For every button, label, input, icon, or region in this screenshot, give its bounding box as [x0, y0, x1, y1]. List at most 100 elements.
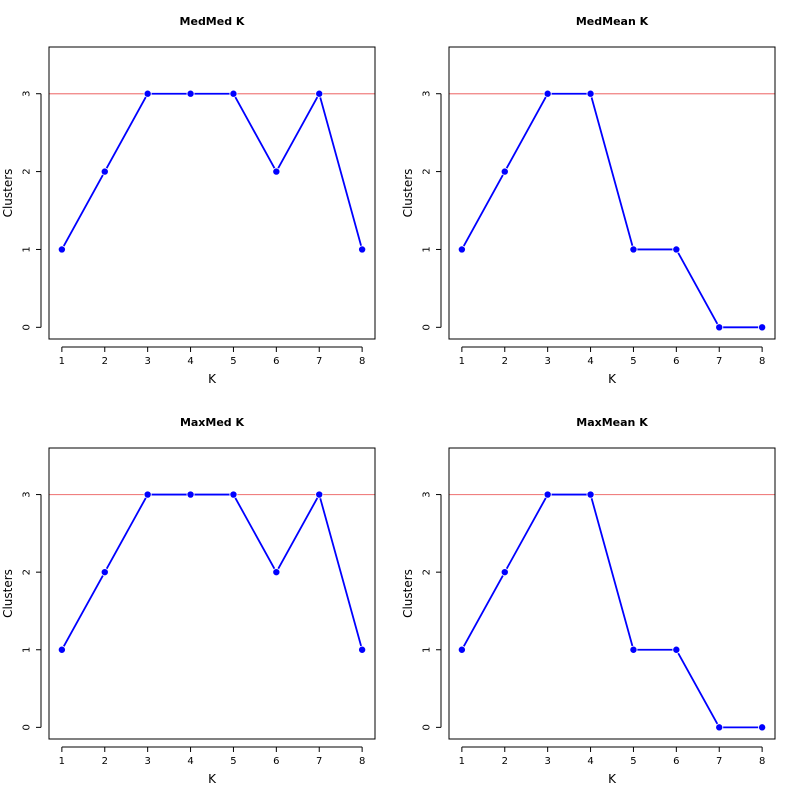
x-tick-label: 1	[59, 756, 65, 767]
data-point	[543, 89, 552, 98]
plot-frame	[448, 447, 776, 740]
chart-title: MedMean K	[576, 15, 649, 28]
x-axis-label: K	[208, 772, 217, 786]
data-point	[543, 490, 552, 499]
y-axis-label: Clusters	[1, 169, 15, 218]
data-point	[758, 323, 767, 332]
data-point	[715, 323, 724, 332]
x-tick-label: 2	[102, 356, 108, 367]
x-tick-label: 6	[273, 356, 279, 367]
x-tick-label: 7	[316, 756, 322, 767]
x-tick-label: 6	[673, 356, 679, 367]
y-axis-label: Clusters	[401, 569, 415, 618]
data-point	[672, 645, 681, 654]
y-axis-label: Clusters	[401, 169, 415, 218]
y-axis-label: Clusters	[1, 569, 15, 618]
data-point	[100, 167, 109, 176]
chart-panel-1: MedMed K 1 2 3 4 5 6 7 8 K 0 1 2 3 Clusters	[1, 15, 376, 386]
x-tick-label: 5	[230, 756, 236, 767]
data-point	[629, 645, 638, 654]
x-tick-label: 2	[502, 356, 508, 367]
x-tick-label: 4	[187, 756, 193, 767]
data-point	[586, 89, 595, 98]
data-point	[57, 245, 66, 254]
y-tick-label: 3	[422, 491, 433, 497]
x-tick-label: 3	[144, 756, 150, 767]
data-point	[758, 723, 767, 732]
data-point	[629, 245, 638, 254]
x-tick-label: 7	[716, 356, 722, 367]
y-tick-label: 0	[422, 724, 433, 730]
data-point	[100, 568, 109, 577]
chart-title: MedMed K	[180, 15, 245, 28]
x-tick-label: 1	[459, 756, 465, 767]
x-tick-label: 6	[673, 756, 679, 767]
series-line	[461, 493, 763, 729]
data-point	[272, 167, 281, 176]
x-tick-label: 3	[544, 356, 550, 367]
x-tick-label: 5	[230, 356, 236, 367]
data-point	[143, 89, 152, 98]
data-point	[457, 645, 466, 654]
y-tick-label: 1	[22, 246, 33, 252]
x-axis-label: K	[608, 372, 617, 386]
data-point	[272, 568, 281, 577]
x-tick-label: 7	[316, 356, 322, 367]
data-point	[186, 89, 195, 98]
y-tick-label: 1	[22, 647, 33, 653]
x-tick-label: 1	[59, 356, 65, 367]
x-tick-label: 8	[359, 756, 365, 767]
data-point	[586, 490, 595, 499]
series-line	[61, 92, 363, 250]
y-tick-label: 2	[22, 569, 33, 575]
x-tick-label: 7	[716, 756, 722, 767]
x-tick-label: 5	[630, 756, 636, 767]
data-point	[715, 723, 724, 732]
data-point	[186, 490, 195, 499]
chart-panel-3: MaxMed K 1 2 3 4 5 6 7 8 K 0 1 2 3 Clusters	[1, 416, 376, 786]
y-tick-label: 1	[422, 647, 433, 653]
data-point	[229, 490, 238, 499]
x-axis-label: K	[208, 372, 217, 386]
x-tick-label: 8	[759, 356, 765, 367]
data-point	[358, 245, 367, 254]
data-point	[500, 167, 509, 176]
chart-panel-2: MedMean K 1 2 3 4 5 6 7 8 K 0 1 2 3 Clusters	[401, 15, 776, 386]
x-tick-label: 5	[630, 356, 636, 367]
x-tick-label: 1	[459, 356, 465, 367]
data-point	[315, 490, 324, 499]
data-point	[57, 645, 66, 654]
data-point	[315, 89, 324, 98]
plot-frame	[448, 46, 776, 340]
x-tick-label: 3	[544, 756, 550, 767]
x-tick-label: 6	[273, 756, 279, 767]
x-tick-label: 2	[102, 756, 108, 767]
x-tick-label: 4	[587, 756, 593, 767]
chart-title: MaxMed K	[180, 416, 245, 429]
plot-frame	[48, 46, 376, 340]
x-tick-label: 3	[144, 356, 150, 367]
x-tick-label: 2	[502, 756, 508, 767]
chart-panel-4: MaxMean K 1 2 3 4 5 6 7 8 K 0 1 2 3 Clusters	[401, 416, 776, 786]
x-tick-label: 8	[759, 756, 765, 767]
y-tick-label: 3	[22, 491, 33, 497]
data-point	[457, 245, 466, 254]
y-tick-label: 0	[422, 324, 433, 330]
chart-title: MaxMean K	[576, 416, 648, 429]
series-line	[461, 92, 763, 329]
data-point	[143, 490, 152, 499]
data-point	[358, 645, 367, 654]
x-tick-label: 4	[187, 356, 193, 367]
y-tick-label: 2	[22, 168, 33, 174]
series-line	[61, 493, 363, 651]
y-tick-label: 3	[422, 91, 433, 97]
data-point	[672, 245, 681, 254]
x-tick-label: 8	[359, 356, 365, 367]
x-tick-label: 4	[587, 356, 593, 367]
data-point	[500, 568, 509, 577]
y-tick-label: 3	[22, 91, 33, 97]
y-tick-label: 0	[22, 724, 33, 730]
y-tick-label: 0	[22, 324, 33, 330]
y-tick-label: 2	[422, 168, 433, 174]
